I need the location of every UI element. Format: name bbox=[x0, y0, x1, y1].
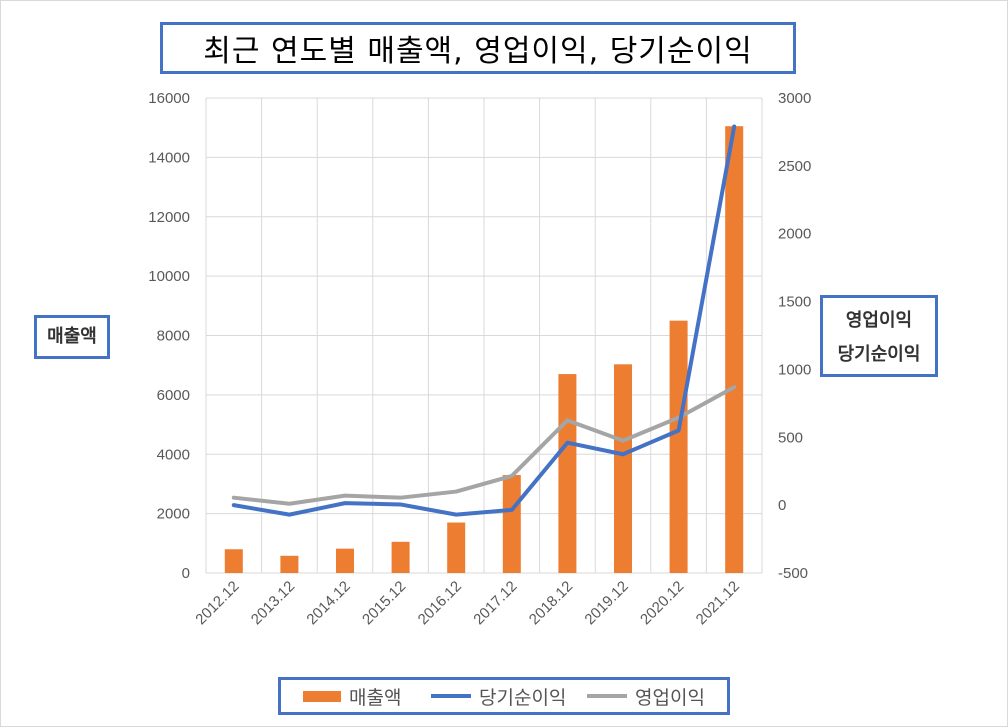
chart-title: 최근 연도별 매출액, 영업이익, 당기순이익 bbox=[160, 22, 796, 74]
y-right-tick-label: 1000 bbox=[778, 361, 811, 378]
y-right-tick-label: 0 bbox=[778, 497, 786, 514]
bar-revenue bbox=[558, 374, 577, 573]
legend-item-net-income: 당기순이익 bbox=[431, 680, 566, 712]
y-right-tick-label: 2500 bbox=[778, 158, 811, 175]
series-line-net-income bbox=[231, 124, 737, 517]
legend-item-revenue: 매출액 bbox=[303, 680, 401, 712]
series-line-operating-income bbox=[231, 385, 737, 506]
y-left-tick-label: 0 bbox=[182, 565, 190, 582]
right-axis-label: 영업이익 당기순이익 bbox=[820, 295, 938, 377]
left-axis-label: 매출액 bbox=[34, 315, 110, 359]
y-left-tick-label: 10000 bbox=[148, 268, 190, 285]
y-right-tick-label: -500 bbox=[778, 565, 808, 582]
y-left-tick-label: 14000 bbox=[148, 149, 190, 166]
legend-swatch-net-income bbox=[431, 694, 471, 698]
legend-label-operating-income: 영업이익 bbox=[635, 686, 705, 709]
x-tick-label: 2014.12 bbox=[303, 578, 353, 628]
y-right-tick-label: 1500 bbox=[778, 294, 811, 311]
x-tick-label: 2018.12 bbox=[526, 578, 576, 628]
legend-item-operating-income: 영업이익 bbox=[587, 680, 705, 712]
bar-revenue bbox=[502, 475, 521, 573]
x-tick-label: 2013.12 bbox=[248, 578, 298, 628]
bar-revenue bbox=[224, 549, 243, 573]
y-left-tick-label: 12000 bbox=[148, 209, 190, 226]
bar-revenue bbox=[447, 522, 466, 573]
bar-revenue bbox=[669, 320, 688, 573]
bar-revenue bbox=[391, 541, 410, 573]
y-right-tick-label: 3000 bbox=[778, 90, 811, 107]
x-tick-label: 2016.12 bbox=[415, 578, 465, 628]
y-left-tick-label: 8000 bbox=[157, 328, 190, 345]
x-tick-label: 2021.12 bbox=[693, 578, 743, 628]
x-tick-label: 2019.12 bbox=[581, 578, 631, 628]
legend-label-revenue: 매출액 bbox=[349, 686, 402, 709]
y-left-tick-label: 2000 bbox=[157, 506, 190, 523]
y-left-tick-label: 6000 bbox=[157, 387, 190, 404]
bar-revenue bbox=[280, 555, 299, 573]
x-tick-label: 2015.12 bbox=[359, 578, 409, 628]
y-right-tick-label: 500 bbox=[778, 429, 803, 446]
y-left-tick-label: 16000 bbox=[148, 90, 190, 107]
right-axis-label-line1: 영업이익 bbox=[845, 310, 913, 331]
y-left-tick-label: 4000 bbox=[157, 446, 190, 463]
x-tick-label: 2012.12 bbox=[192, 578, 242, 628]
bar-revenue bbox=[725, 126, 744, 573]
legend: 매출액 당기순이익 영업이익 bbox=[278, 677, 730, 715]
right-axis-label-line2: 당기순이익 bbox=[837, 344, 921, 365]
legend-label-net-income: 당기순이익 bbox=[479, 686, 567, 709]
bar-revenue bbox=[614, 364, 632, 573]
y-right-tick-label: 2000 bbox=[778, 226, 811, 243]
legend-swatch-revenue bbox=[303, 690, 341, 702]
x-tick-label: 2017.12 bbox=[470, 578, 520, 628]
bar-revenue bbox=[336, 548, 354, 573]
legend-swatch-operating-income bbox=[587, 694, 627, 698]
x-tick-label: 2020.12 bbox=[637, 578, 687, 628]
